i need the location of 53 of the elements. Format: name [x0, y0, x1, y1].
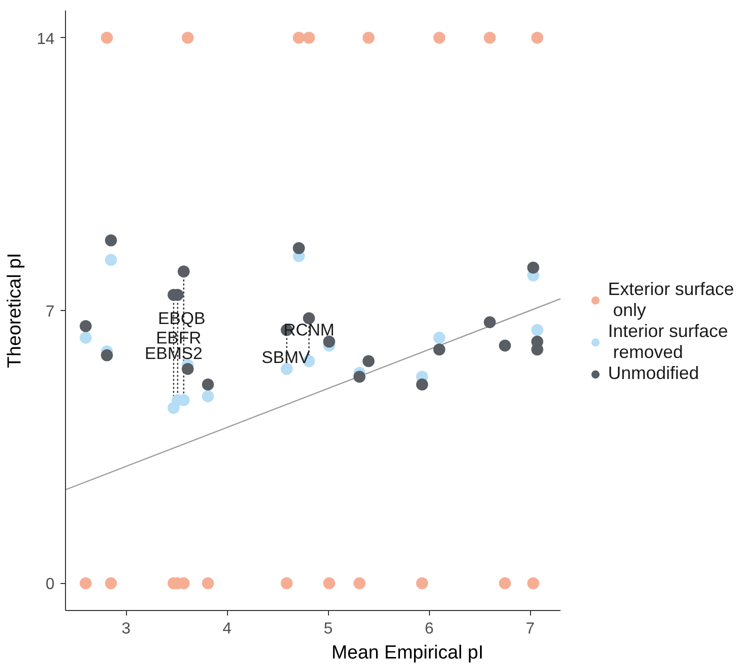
- y-tick-label: 7: [46, 304, 55, 320]
- point: [484, 32, 496, 44]
- point: [202, 378, 214, 391]
- x-tick-label: 7: [526, 620, 535, 638]
- point: [182, 362, 194, 375]
- point: [323, 577, 336, 590]
- point: [292, 242, 305, 254]
- y-tick-label: 0: [46, 576, 55, 594]
- point: [80, 332, 92, 344]
- x-tick-label: 3: [122, 620, 131, 638]
- point: [80, 320, 92, 332]
- point: [323, 336, 336, 348]
- point: [498, 577, 511, 590]
- point: [202, 390, 214, 402]
- point: [362, 355, 375, 368]
- annotation: EBQB: [158, 308, 206, 328]
- x-axis-title: Mean Empirical pI: [331, 642, 484, 664]
- point: [416, 577, 428, 590]
- point: [100, 32, 113, 44]
- x-tick-label: 5: [324, 620, 333, 638]
- x-tick-label: 4: [222, 620, 232, 638]
- point: [104, 254, 117, 266]
- point: [202, 577, 214, 590]
- point: [292, 32, 305, 44]
- y-axis-title: Theoretical pI: [4, 252, 26, 368]
- point: [80, 577, 92, 590]
- point: [527, 577, 540, 590]
- legend-label: Exterior surface only: [608, 279, 734, 321]
- point: [302, 32, 315, 44]
- point: [104, 234, 117, 246]
- point: [104, 577, 117, 590]
- point: [416, 378, 428, 391]
- point: [280, 362, 293, 375]
- point: [182, 32, 194, 44]
- point: [280, 577, 293, 590]
- point: [178, 266, 190, 278]
- point: [353, 577, 366, 590]
- legend-label: Unmodified: [608, 363, 700, 384]
- point: [362, 32, 375, 44]
- y-tick-label: 14: [36, 30, 55, 48]
- point: [484, 316, 496, 328]
- x-tick-label: 6: [424, 620, 434, 638]
- point: [100, 349, 113, 362]
- point: [433, 332, 446, 344]
- legend-label: Interior surface removed: [608, 321, 728, 363]
- point: [433, 32, 446, 44]
- point: [527, 262, 540, 274]
- point: [433, 343, 446, 356]
- point: [531, 32, 544, 44]
- point: [353, 370, 366, 383]
- annotation: SBMV: [262, 348, 310, 367]
- point: [498, 340, 511, 352]
- point: [531, 324, 544, 336]
